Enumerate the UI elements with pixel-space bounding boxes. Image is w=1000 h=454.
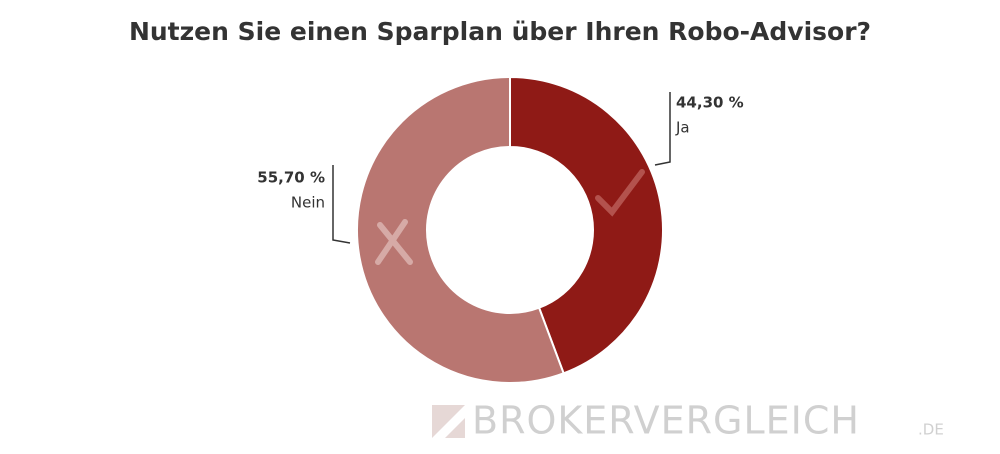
- label-bracket: [654, 92, 671, 166]
- chart-title: Nutzen Sie einen Sparplan über Ihren Rob…: [129, 17, 871, 46]
- donut: [356, 75, 664, 384]
- value-label: 55,70 %: [257, 169, 325, 187]
- donut-slice: [356, 75, 565, 384]
- category-label: Nein: [291, 194, 325, 212]
- value-label: 44,30 %: [676, 94, 744, 112]
- check-icon: [595, 169, 645, 217]
- category-label: Ja: [675, 119, 690, 137]
- watermark-brand: BrokerVergleich: [472, 399, 860, 443]
- logo-box: [432, 405, 465, 438]
- label-bracket: [332, 165, 351, 244]
- donut-slice: [509, 75, 664, 375]
- cross-icon: [375, 219, 413, 265]
- watermark: BrokerVergleich .de: [432, 399, 944, 443]
- logo-stripe: [432, 405, 465, 438]
- watermark-suffix: .de: [918, 421, 944, 439]
